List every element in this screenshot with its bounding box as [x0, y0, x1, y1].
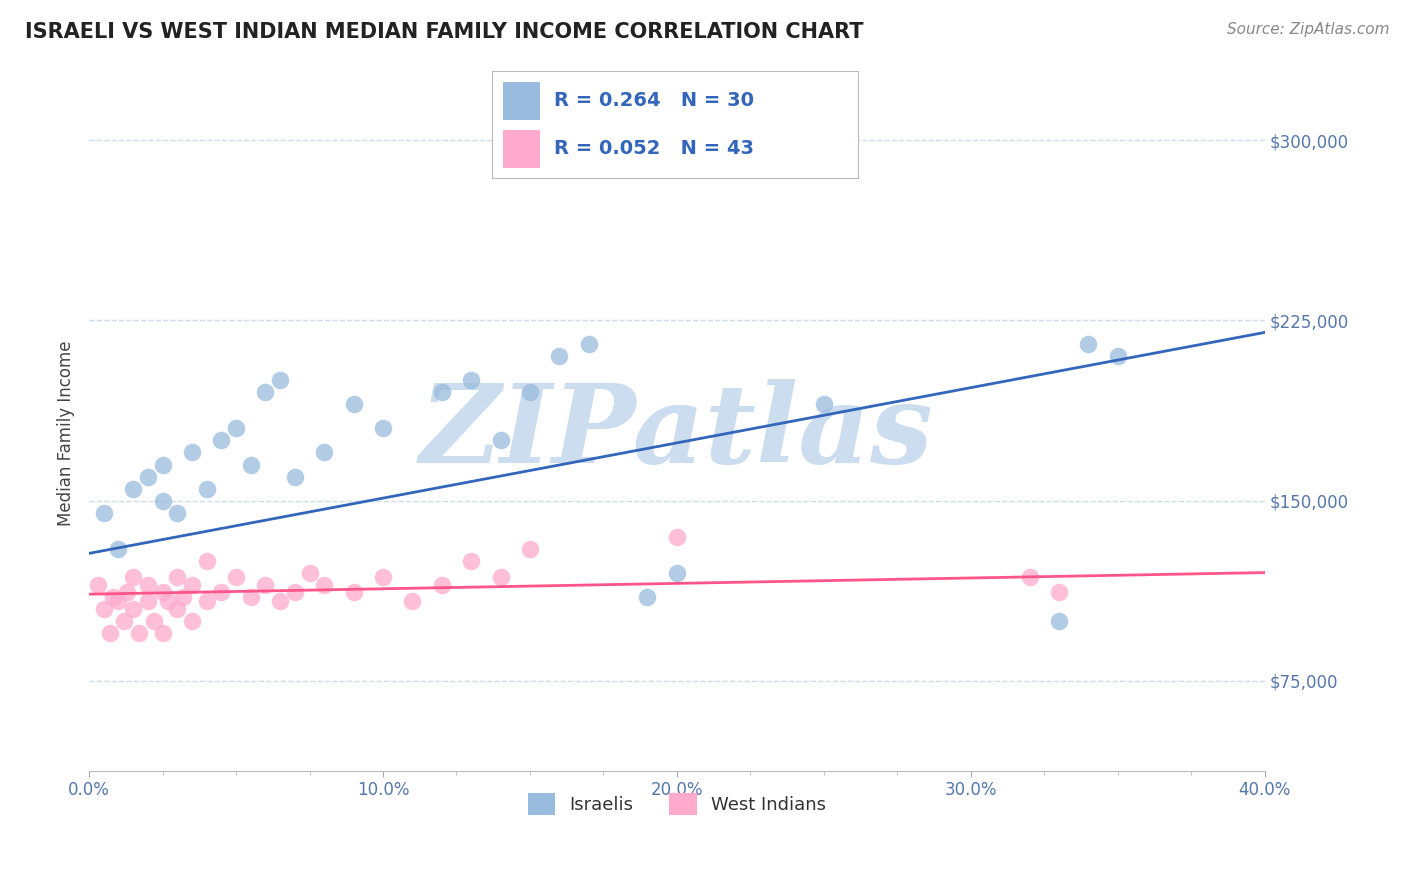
Bar: [503, 130, 540, 168]
Point: [136, 577, 159, 591]
Point: [1018, 570, 1040, 584]
Point: [239, 458, 262, 472]
Point: [181, 577, 204, 591]
Point: [401, 594, 423, 608]
Point: [87, 577, 110, 591]
Point: [122, 601, 145, 615]
Point: [93, 506, 115, 520]
Point: [371, 421, 394, 435]
Point: [107, 594, 129, 608]
Point: [314, 577, 336, 591]
Point: [136, 594, 159, 608]
Point: [813, 397, 835, 411]
Point: [665, 566, 688, 580]
Point: [1047, 614, 1070, 628]
Point: [460, 553, 482, 567]
Bar: [503, 82, 540, 120]
Point: [195, 482, 218, 496]
Point: [166, 506, 188, 520]
Point: [195, 594, 218, 608]
Y-axis label: Median Family Income: Median Family Income: [58, 340, 75, 525]
Text: ISRAELI VS WEST INDIAN MEDIAN FAMILY INCOME CORRELATION CHART: ISRAELI VS WEST INDIAN MEDIAN FAMILY INC…: [25, 22, 863, 42]
Point: [314, 445, 336, 459]
Point: [112, 614, 135, 628]
Point: [225, 570, 247, 584]
Point: [1047, 584, 1070, 599]
Point: [519, 385, 541, 400]
Point: [152, 584, 174, 599]
Legend: Israelis, West Indians: Israelis, West Indians: [520, 786, 834, 822]
Point: [128, 625, 150, 640]
Point: [665, 530, 688, 544]
Point: [460, 374, 482, 388]
Text: R = 0.264   N = 30: R = 0.264 N = 30: [554, 91, 754, 110]
Point: [172, 590, 194, 604]
Point: [166, 570, 188, 584]
Point: [269, 374, 291, 388]
Point: [98, 625, 121, 640]
Point: [342, 397, 364, 411]
Point: [578, 337, 600, 351]
Point: [152, 458, 174, 472]
Point: [254, 385, 277, 400]
Point: [284, 469, 307, 483]
Point: [430, 385, 453, 400]
Point: [157, 594, 180, 608]
Point: [298, 566, 321, 580]
Point: [489, 570, 512, 584]
Point: [152, 625, 174, 640]
Point: [101, 590, 124, 604]
Text: R = 0.052   N = 43: R = 0.052 N = 43: [554, 139, 754, 158]
Point: [548, 350, 571, 364]
Point: [152, 493, 174, 508]
Point: [284, 584, 307, 599]
Text: Source: ZipAtlas.com: Source: ZipAtlas.com: [1226, 22, 1389, 37]
Point: [489, 434, 512, 448]
Point: [181, 614, 204, 628]
Point: [254, 577, 277, 591]
Point: [637, 590, 659, 604]
Point: [93, 601, 115, 615]
Point: [107, 541, 129, 556]
Point: [1107, 350, 1129, 364]
Point: [371, 570, 394, 584]
Point: [342, 584, 364, 599]
Point: [142, 614, 165, 628]
Point: [136, 469, 159, 483]
Point: [209, 434, 232, 448]
Point: [430, 577, 453, 591]
Point: [269, 594, 291, 608]
Point: [239, 590, 262, 604]
Point: [122, 570, 145, 584]
Point: [181, 445, 204, 459]
Point: [166, 601, 188, 615]
Point: [209, 584, 232, 599]
Point: [225, 421, 247, 435]
Point: [195, 553, 218, 567]
Point: [1077, 337, 1099, 351]
Point: [122, 482, 145, 496]
Point: [519, 541, 541, 556]
Text: ZIPatlas: ZIPatlas: [420, 379, 934, 487]
Point: [117, 584, 139, 599]
